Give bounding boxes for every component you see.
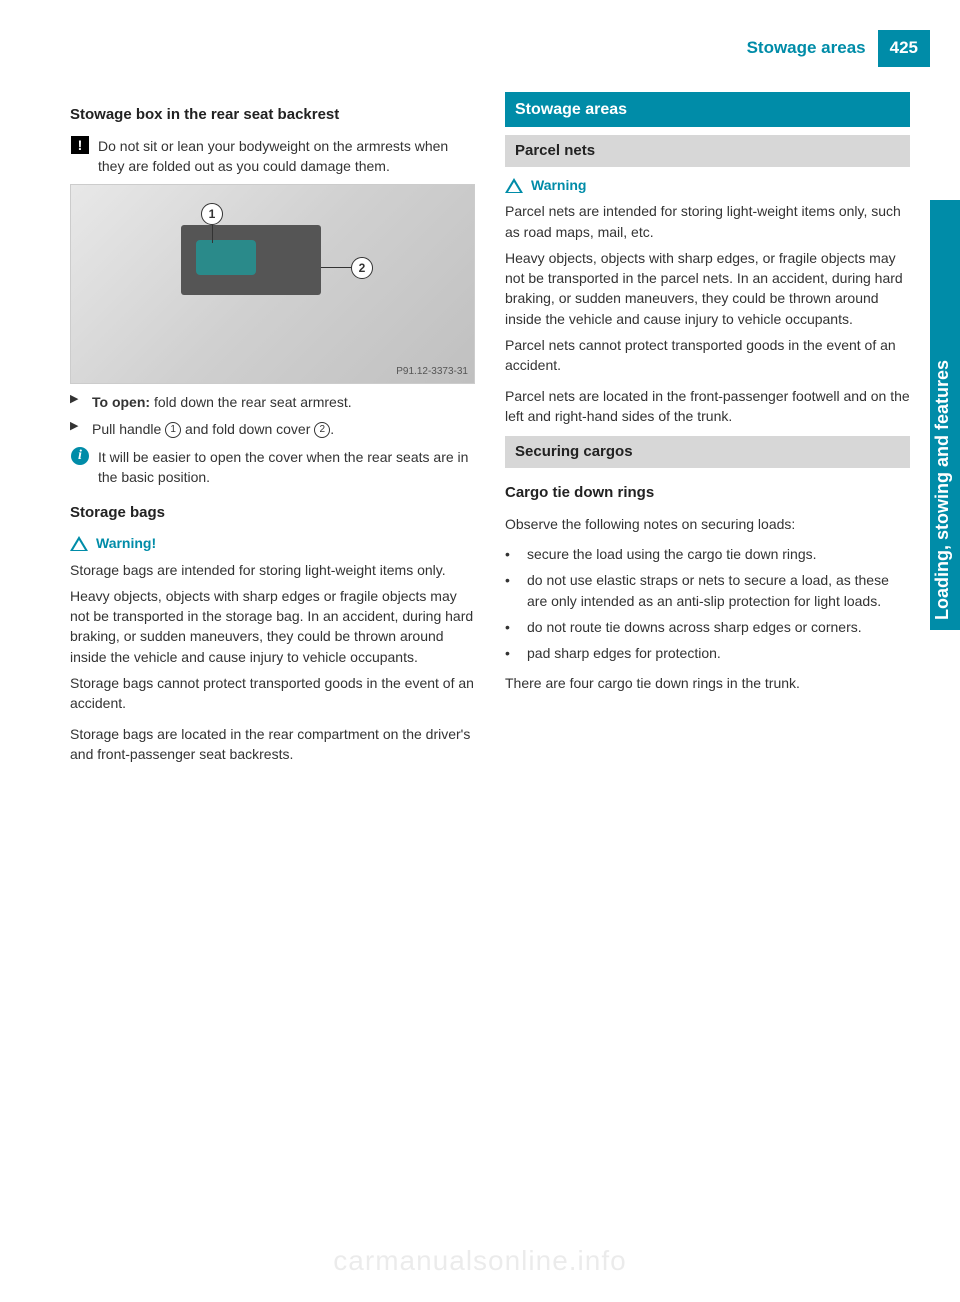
subsection-parcel-nets: Parcel nets [505,135,910,167]
bullet-4: • pad sharp edges for protection. [505,643,910,663]
figure-leader-2 [321,267,351,268]
warning2-p1: Parcel nets are intended for storing lig… [505,201,910,242]
warning2-p2: Heavy objects, objects with sharp edges,… [505,248,910,329]
figure-leader-1 [212,225,213,243]
warning-title-2: Warning [531,175,586,195]
step-pull-b: and fold down cover [181,421,314,437]
bullet-3: • do not route tie downs across sharp ed… [505,617,910,637]
subsection-securing-cargos: Securing cargos [505,436,910,468]
parcel-nets-location: Parcel nets are located in the front-pas… [505,386,910,427]
step-open-rest: fold down the rear seat armrest. [150,394,352,410]
warning-p2: Heavy objects, objects with sharp edges … [70,586,475,667]
caution-text: Do not sit or lean your bodyweight on th… [98,136,475,177]
bullet-3-text: do not route tie downs across sharp edge… [527,617,910,637]
header-section-title: Stowage areas [735,30,878,67]
figure-ref-label: P91.12-3373-31 [396,365,468,380]
exclamation-icon: ! [70,136,90,154]
warning-p1: Storage bags are intended for storing li… [70,560,475,580]
bullet-2-text: do not use elastic straps or nets to sec… [527,570,910,611]
warning-title: Warning! [96,533,156,553]
watermark: carmanualsonline.info [333,1241,626,1282]
bullet-1-text: secure the load using the cargo tie down… [527,544,910,564]
circled-2-icon: 2 [314,422,330,438]
bullet-dot-icon: • [505,643,519,663]
caution-notice: ! Do not sit or lean your bodyweight on … [70,136,475,177]
heading-storage-bags: Storage bags [70,502,475,524]
step-marker-icon: ▶ [70,419,84,439]
figure-callout-1: 1 [201,203,223,225]
heading-stowage-box: Stowage box in the rear seat backrest [70,104,475,126]
info-icon: i [70,447,90,465]
warning-triangle-icon [505,178,523,193]
side-tab: Loading, stowing and features [930,200,960,630]
warning-triangle-icon [70,536,88,551]
page-header: Stowage areas 425 [735,30,930,67]
step-pull-body: Pull handle 1 and fold down cover 2. [92,419,475,439]
left-column: Stowage box in the rear seat backrest ! … [70,90,475,774]
page-number: 425 [878,30,930,67]
cargo-observe: Observe the following notes on securing … [505,514,910,534]
section-stowage-areas: Stowage areas [505,92,910,127]
step-pull: ▶ Pull handle 1 and fold down cover 2. [70,419,475,439]
warning2-p3: Parcel nets cannot protect transported g… [505,335,910,376]
info-text: It will be easier to open the cover when… [98,447,475,488]
bullet-1: • secure the load using the cargo tie do… [505,544,910,564]
step-pull-a: Pull handle [92,421,165,437]
storage-bags-location: Storage bags are located in the rear com… [70,724,475,765]
step-marker-icon: ▶ [70,392,84,412]
bullet-dot-icon: • [505,617,519,637]
figure-callout-2: 2 [351,257,373,279]
heading-cargo-rings: Cargo tie down rings [505,482,910,504]
bullet-dot-icon: • [505,570,519,611]
bullet-2: • do not use elastic straps or nets to s… [505,570,910,611]
content-columns: Stowage box in the rear seat backrest ! … [0,30,960,774]
bullet-dot-icon: • [505,544,519,564]
warning-p3: Storage bags cannot protect transported … [70,673,475,714]
cargo-rings-count: There are four cargo tie down rings in t… [505,673,910,693]
step-open: ▶ To open: fold down the rear seat armre… [70,392,475,412]
figure-rear-seat: 1 2 P91.12-3373-31 [70,184,475,384]
step-open-body: To open: fold down the rear seat armrest… [92,392,475,412]
side-tab-label: Loading, stowing and features [929,360,955,620]
step-open-label: To open: [92,394,150,410]
bullet-4-text: pad sharp edges for protection. [527,643,910,663]
right-column: Stowage areas Parcel nets Warning Parcel… [505,90,910,774]
info-notice: i It will be easier to open the cover wh… [70,447,475,488]
page: Stowage areas 425 Loading, stowing and f… [0,0,960,1302]
figure-handle [196,240,256,275]
warning-header: Warning! [70,533,475,553]
warning-header-2: Warning [505,175,910,195]
circled-1-icon: 1 [165,422,181,438]
